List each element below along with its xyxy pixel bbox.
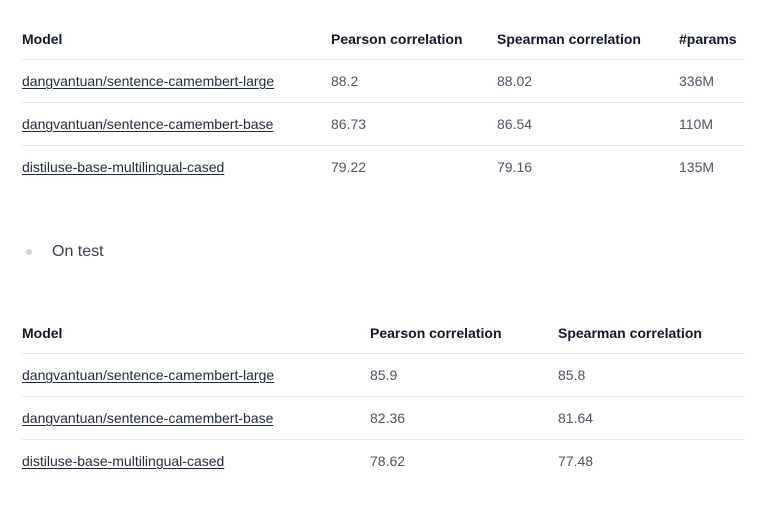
- header-spearman: Spearman correlation: [558, 312, 745, 354]
- table-row: dangvantuan/sentence-camembert-large 85.…: [22, 353, 745, 397]
- header-params: #params: [679, 18, 745, 60]
- model-link[interactable]: distiluse-base-multilingual-cased: [22, 159, 225, 175]
- model-link[interactable]: dangvantuan/sentence-camembert-large: [22, 73, 275, 89]
- header-model: Model: [22, 312, 370, 354]
- test-results-table: Model Pearson correlation Spearman corre…: [22, 312, 745, 482]
- pearson-cell: 86.73: [331, 102, 497, 146]
- table-row: dangvantuan/sentence-camembert-base 86.7…: [22, 102, 745, 146]
- model-cell: dangvantuan/sentence-camembert-large: [22, 59, 331, 103]
- model-cell: dangvantuan/sentence-camembert-large: [22, 353, 370, 397]
- spearman-cell: 81.64: [558, 396, 745, 440]
- model-cell: distiluse-base-multilingual-cased: [22, 440, 370, 483]
- table-row: distiluse-base-multilingual-cased 78.62 …: [22, 440, 745, 483]
- spearman-cell: 77.48: [558, 453, 594, 469]
- validation-results-table: Model Pearson correlation Spearman corre…: [22, 18, 745, 188]
- model-cell: dangvantuan/sentence-camembert-base: [22, 102, 331, 146]
- header-pearson: Pearson correlation: [331, 18, 497, 60]
- pearson-cell: 79.22: [331, 159, 367, 175]
- table-row: dangvantuan/sentence-camembert-base 82.3…: [22, 396, 745, 440]
- model-link[interactable]: dangvantuan/sentence-camembert-large: [22, 367, 275, 383]
- table-row: distiluse-base-multilingual-cased 79.22 …: [22, 146, 745, 189]
- header-spearman: Spearman correlation: [497, 18, 679, 60]
- pearson-cell: 78.62: [370, 453, 406, 469]
- section-bullet: On test: [26, 241, 104, 263]
- model-link[interactable]: dangvantuan/sentence-camembert-base: [22, 410, 274, 426]
- table-row: dangvantuan/sentence-camembert-large 88.…: [22, 59, 745, 103]
- header-pearson: Pearson correlation: [370, 312, 558, 354]
- spearman-cell: 86.54: [497, 102, 679, 146]
- pearson-cell: 88.2: [331, 59, 497, 103]
- model-link[interactable]: distiluse-base-multilingual-cased: [22, 453, 225, 469]
- spearman-cell: 85.8: [558, 353, 745, 397]
- table-header-row: Model Pearson correlation Spearman corre…: [22, 18, 745, 60]
- header-model: Model: [22, 18, 331, 60]
- table-header-row: Model Pearson correlation Spearman corre…: [22, 312, 745, 354]
- pearson-cell: 82.36: [370, 396, 558, 440]
- model-cell: dangvantuan/sentence-camembert-base: [22, 396, 370, 440]
- spearman-cell: 88.02: [497, 59, 679, 103]
- params-cell: 135M: [679, 159, 715, 175]
- model-cell: distiluse-base-multilingual-cased: [22, 146, 331, 189]
- bullet-dot-icon: [26, 249, 32, 255]
- model-link[interactable]: dangvantuan/sentence-camembert-base: [22, 116, 274, 132]
- params-cell: 336M: [679, 59, 745, 103]
- spearman-cell: 79.16: [497, 159, 533, 175]
- params-cell: 110M: [679, 102, 745, 146]
- bullet-text: On test: [52, 243, 104, 260]
- pearson-cell: 85.9: [370, 353, 558, 397]
